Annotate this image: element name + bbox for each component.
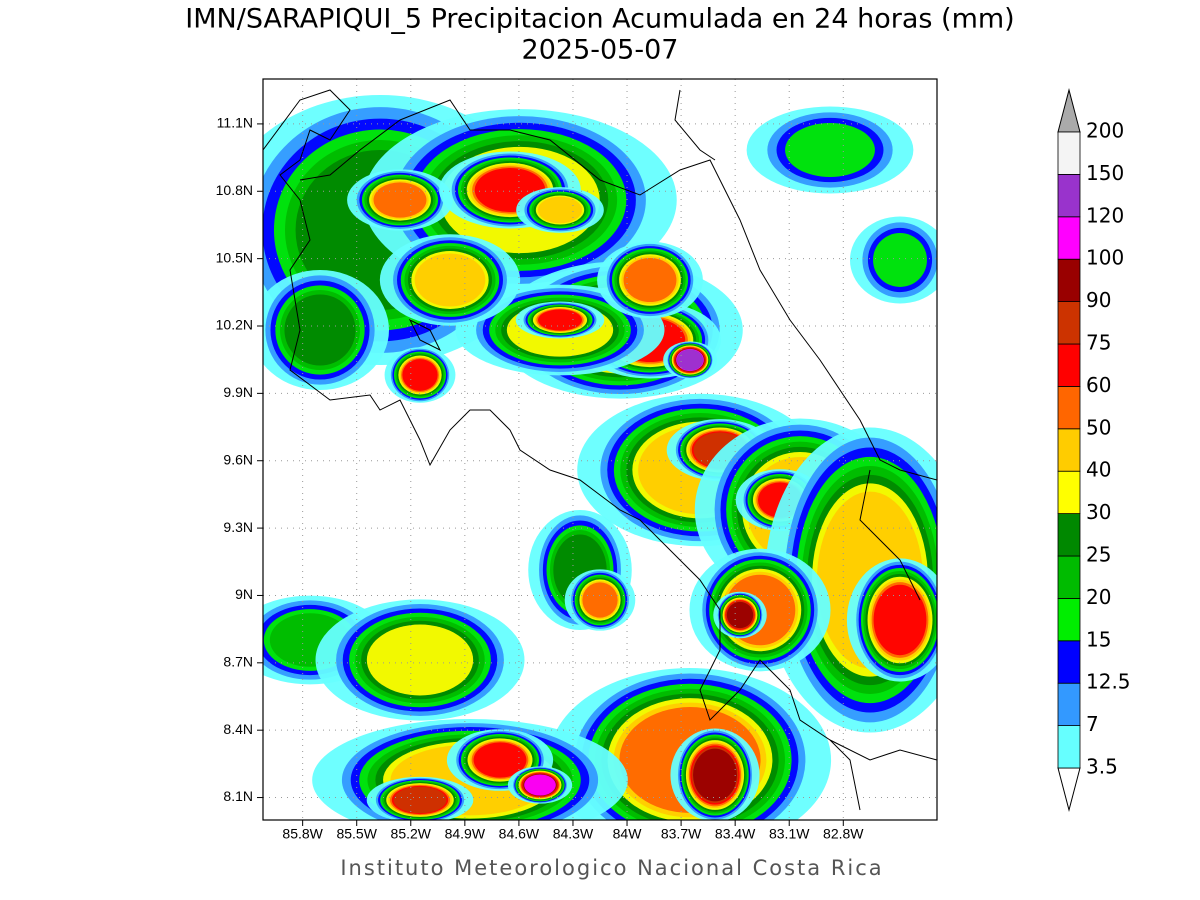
colorbar-swatch bbox=[1057, 428, 1081, 472]
y-tick-label: 10.2N bbox=[216, 317, 253, 333]
plot-frame bbox=[262, 78, 938, 821]
colorbar-label: 100 bbox=[1086, 246, 1124, 270]
colorbar-swatch bbox=[1057, 725, 1081, 769]
x-tick-label: 82.8W bbox=[823, 826, 864, 842]
colorbar-swatch bbox=[1057, 343, 1081, 387]
y-tick-label: 9.9N bbox=[223, 384, 253, 400]
colorbar-label: 25 bbox=[1086, 543, 1111, 567]
colorbar-label: 12.5 bbox=[1086, 670, 1131, 694]
rain-area bbox=[373, 182, 427, 218]
colorbar-label: 3.5 bbox=[1086, 755, 1118, 779]
colorbar-label: 15 bbox=[1086, 627, 1111, 651]
colorbar-swatch bbox=[1057, 385, 1081, 430]
y-tick-label: 9.6N bbox=[223, 451, 253, 467]
colorbar-over bbox=[1057, 88, 1081, 133]
x-tick-label: 85.8W bbox=[282, 826, 323, 842]
rain-area bbox=[524, 774, 556, 796]
x-tick-label: 83.4W bbox=[715, 826, 756, 842]
y-tick-label: 8.7N bbox=[223, 654, 253, 670]
x-tick-label: 84.6W bbox=[499, 826, 540, 842]
x-tick-label: 85.5W bbox=[336, 826, 377, 842]
y-tick-label: 10.8N bbox=[216, 182, 253, 198]
colorbar-label: 40 bbox=[1086, 458, 1111, 482]
rain-area bbox=[785, 123, 875, 177]
colorbar-swatch bbox=[1057, 555, 1081, 599]
rain-area bbox=[284, 294, 356, 366]
x-tick-label: 85.2W bbox=[391, 826, 432, 842]
colorbar-label: 60 bbox=[1086, 373, 1111, 397]
colorbar-swatch bbox=[1057, 470, 1081, 515]
colorbar-swatch bbox=[1057, 513, 1081, 557]
rain-area bbox=[582, 582, 618, 618]
precipitation-field bbox=[263, 95, 937, 820]
x-tick-label: 83.7W bbox=[661, 826, 702, 842]
colorbar-label: 20 bbox=[1086, 585, 1111, 609]
rain-area bbox=[873, 233, 927, 287]
colorbar-swatch bbox=[1057, 682, 1081, 727]
rain-area bbox=[402, 359, 438, 391]
colorbar-swatch bbox=[1057, 301, 1081, 345]
x-tick-label: 84W bbox=[613, 826, 643, 842]
colorbar-swatch bbox=[1057, 258, 1081, 303]
x-tick-label: 84.3W bbox=[553, 826, 594, 842]
rain-area bbox=[537, 196, 583, 224]
colorbar-label: 7 bbox=[1086, 712, 1099, 736]
colorbar-label: 30 bbox=[1086, 500, 1111, 524]
x-tick-label: 84.9W bbox=[445, 826, 486, 842]
y-tick-label: 10.5N bbox=[216, 249, 253, 265]
colorbar-label: 150 bbox=[1086, 161, 1124, 185]
y-tick-label: 9.3N bbox=[223, 519, 253, 535]
rain-area bbox=[726, 601, 754, 629]
coastlines bbox=[263, 89, 937, 811]
colorbar: 3.5 7 12.5 15 20 25 30 40 50 60 75 90 100 120 150 200 bbox=[1057, 88, 1131, 812]
colorbar-label: 200 bbox=[1086, 119, 1124, 143]
footer: Instituto Meteorologico Nacional Costa R… bbox=[340, 856, 883, 880]
rain-area bbox=[537, 309, 583, 331]
rain-area bbox=[676, 349, 704, 371]
y-tick-label: 8.4N bbox=[223, 721, 253, 737]
colorbar-label: 75 bbox=[1086, 331, 1111, 355]
rain-area bbox=[693, 748, 737, 802]
x-tick-label: 83.1W bbox=[769, 826, 810, 842]
rain-area bbox=[393, 786, 447, 814]
grid: 85.8W 85.5W 85.2W 84.9W 84.6W 84.3W 84W 83.7W 83… bbox=[216, 79, 937, 842]
colorbar-swatch bbox=[1057, 598, 1081, 642]
title: IMN/SARAPIQUI_5 Precipitacion Acumulada … bbox=[185, 4, 1014, 35]
y-tick-label: 11.1N bbox=[217, 115, 253, 131]
rain-area bbox=[414, 253, 486, 307]
rain-area bbox=[366, 624, 474, 696]
colorbar-label: 90 bbox=[1086, 288, 1111, 312]
colorbar-label: 50 bbox=[1086, 415, 1111, 439]
rain-area bbox=[473, 742, 527, 778]
y-tick-label: 9N bbox=[235, 586, 253, 602]
y-tick-label: 8.1N bbox=[223, 788, 253, 804]
colorbar-swatch bbox=[1057, 173, 1081, 218]
subtitle: 2025-05-07 bbox=[522, 35, 679, 66]
colorbar-swatch bbox=[1057, 131, 1081, 175]
colorbar-under bbox=[1057, 767, 1081, 812]
colorbar-swatch bbox=[1057, 216, 1081, 260]
colorbar-swatch bbox=[1057, 640, 1081, 684]
rain-area bbox=[873, 584, 927, 656]
colorbar-label: 120 bbox=[1086, 203, 1124, 227]
rain-area bbox=[623, 257, 677, 303]
